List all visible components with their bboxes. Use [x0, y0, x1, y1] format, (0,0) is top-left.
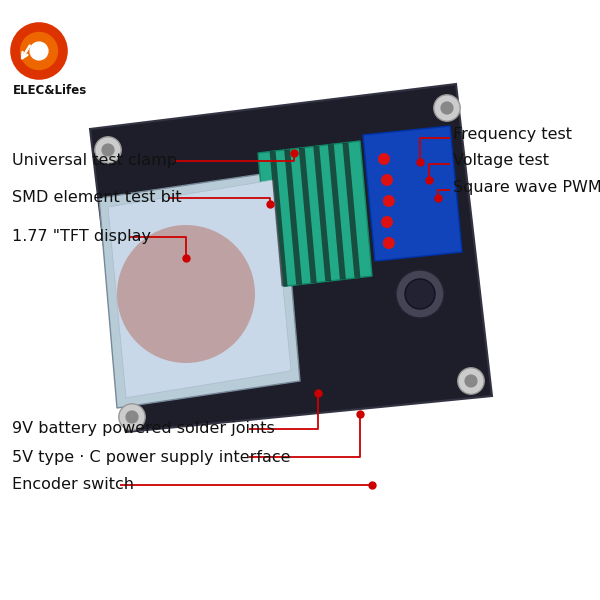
Text: Square wave PWM: Square wave PWM	[453, 180, 600, 194]
Polygon shape	[108, 180, 291, 398]
Circle shape	[119, 404, 145, 430]
Circle shape	[117, 225, 255, 363]
Circle shape	[440, 101, 454, 115]
Circle shape	[383, 237, 395, 249]
Text: SMD element test bit: SMD element test bit	[12, 191, 182, 205]
Circle shape	[20, 32, 58, 70]
Text: ELEC&Lifes: ELEC&Lifes	[13, 84, 88, 97]
Circle shape	[381, 174, 393, 186]
Circle shape	[29, 41, 49, 61]
Circle shape	[458, 368, 484, 394]
Polygon shape	[284, 149, 302, 284]
Circle shape	[405, 279, 435, 309]
Text: 1.77 "TFT display: 1.77 "TFT display	[12, 229, 151, 245]
Circle shape	[95, 137, 121, 163]
Circle shape	[383, 195, 395, 207]
Polygon shape	[90, 84, 492, 432]
Polygon shape	[99, 171, 300, 408]
Polygon shape	[328, 145, 346, 280]
Circle shape	[101, 143, 115, 157]
Polygon shape	[269, 151, 287, 286]
Circle shape	[464, 374, 478, 388]
Polygon shape	[299, 148, 317, 283]
Text: 5V type · C power supply interface: 5V type · C power supply interface	[12, 450, 290, 464]
Circle shape	[381, 216, 393, 228]
Text: Frequency test: Frequency test	[453, 127, 572, 142]
Circle shape	[434, 95, 460, 121]
Circle shape	[125, 410, 139, 424]
Text: 9V battery powered solder joints: 9V battery powered solder joints	[12, 421, 275, 437]
Polygon shape	[343, 143, 361, 278]
Circle shape	[10, 22, 68, 80]
Text: Encoder switch: Encoder switch	[12, 478, 134, 492]
Circle shape	[378, 153, 390, 165]
Polygon shape	[313, 146, 331, 281]
Polygon shape	[363, 126, 462, 261]
Text: Universal test clamp: Universal test clamp	[12, 153, 177, 168]
Polygon shape	[258, 141, 372, 288]
Text: Voltage test: Voltage test	[453, 153, 549, 168]
Circle shape	[396, 270, 444, 318]
